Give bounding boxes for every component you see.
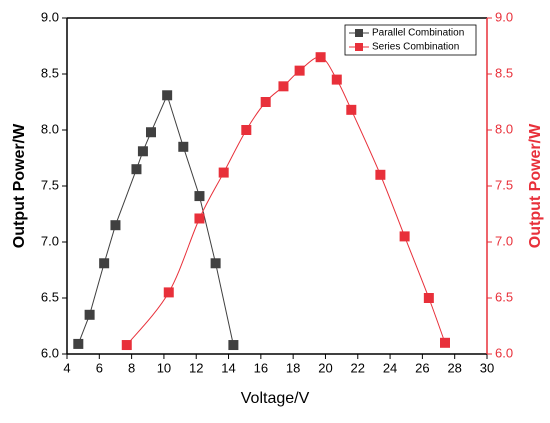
x-tick-label: 10: [157, 360, 171, 375]
x-tick-label: 24: [383, 360, 397, 375]
data-point: [84, 309, 95, 320]
data-point: [399, 231, 410, 242]
x-tick-label: 8: [128, 360, 135, 375]
data-point: [260, 97, 271, 107]
y-tick-label: 6.0: [41, 345, 59, 360]
x-tick-label: 22: [351, 360, 365, 375]
data-point: [375, 169, 386, 180]
y-tick-label: 7.5: [41, 177, 59, 192]
y2-tick-label: 6.0: [495, 345, 513, 360]
y-tick-label: 7.0: [41, 233, 59, 248]
data-point: [99, 258, 110, 269]
y2-axis-title: Output Power/W: [527, 123, 544, 248]
legend-box: [344, 24, 477, 56]
data-point: [346, 104, 357, 115]
series-line: [126, 56, 446, 346]
legend-label: Parallel Combination: [372, 28, 464, 39]
data-point: [137, 146, 148, 157]
x-tick-label: 6: [96, 360, 103, 375]
y2-tick-label: 7.5: [495, 177, 513, 192]
x-tick-label: 28: [447, 360, 461, 375]
data-point: [110, 220, 121, 231]
data-point: [162, 90, 173, 101]
data-point: [331, 74, 342, 85]
x-tick-label: 30: [480, 360, 494, 375]
x-tick-label: 14: [221, 360, 235, 375]
legend-marker: [355, 29, 363, 37]
data-point: [163, 287, 174, 298]
data-point: [228, 340, 239, 351]
x-tick-label: 12: [189, 360, 203, 375]
y-tick-label: 8.5: [41, 65, 59, 80]
legend-label: Series Combination: [372, 42, 459, 53]
data-point: [440, 337, 450, 348]
data-point: [218, 167, 229, 178]
data-point: [210, 258, 221, 269]
data-point: [194, 213, 205, 224]
y-axis-title: Output Power/W: [11, 123, 28, 248]
data-point: [146, 127, 156, 138]
y2-tick-label: 8.5: [495, 65, 513, 80]
x-axis-title: Voltage/V: [241, 390, 310, 407]
x-tick-label: 16: [254, 360, 268, 375]
data-point: [294, 65, 305, 76]
data-point: [315, 52, 326, 63]
data-point: [121, 340, 132, 351]
data-point: [423, 293, 434, 303]
data-point: [73, 338, 84, 349]
data-point: [241, 125, 252, 135]
data-point: [178, 141, 189, 152]
data-point: [278, 81, 289, 92]
y2-tick-label: 9.0: [495, 9, 513, 24]
x-tick-label: 4: [63, 360, 70, 375]
x-tick-label: 18: [286, 360, 300, 375]
data-point: [131, 164, 142, 175]
y-tick-label: 9.0: [41, 9, 59, 24]
y2-tick-label: 6.5: [495, 289, 513, 304]
series-line: [77, 93, 234, 346]
y2-tick-label: 7.0: [495, 233, 513, 248]
data-point: [194, 191, 205, 202]
x-tick-label: 20: [318, 360, 332, 375]
x-tick-label: 26: [415, 360, 429, 375]
y2-tick-label: 8.0: [495, 121, 513, 136]
legend-marker: [355, 43, 363, 51]
y-tick-label: 6.5: [41, 289, 59, 304]
y-tick-label: 8.0: [41, 121, 59, 136]
